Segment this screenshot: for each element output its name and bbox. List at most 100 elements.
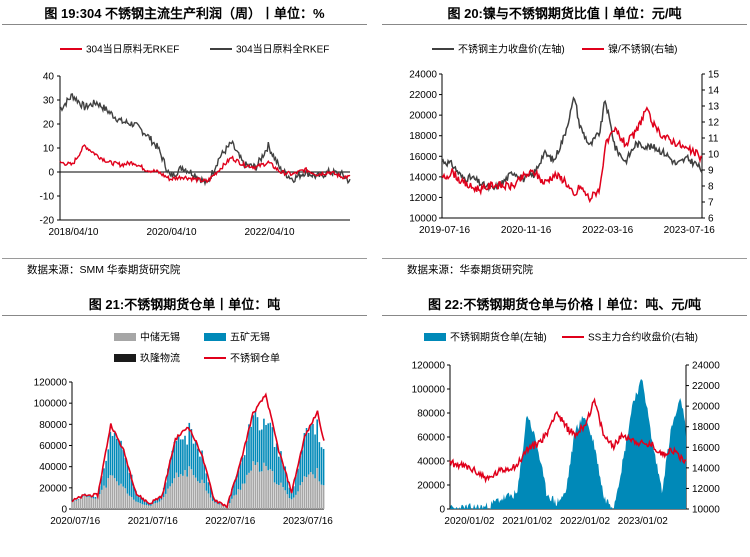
legend-label: 304当日原料无RKEF xyxy=(86,43,179,56)
y-tick-label-left: 80000 xyxy=(417,409,445,420)
bar-zhongchu xyxy=(209,497,212,509)
bar-wukuang xyxy=(265,424,267,467)
bar-zhongchu xyxy=(211,500,214,509)
bar-zhongchu xyxy=(282,487,284,509)
bar-wukuang xyxy=(254,410,257,465)
bar-zhongchu xyxy=(71,501,73,509)
bar-wukuang xyxy=(113,432,116,479)
bar-wukuang xyxy=(301,450,304,482)
bar-zhongchu xyxy=(160,499,163,509)
bar-zhongchu xyxy=(220,504,223,509)
bar-zhongchu xyxy=(162,497,165,509)
bar-zhongchu xyxy=(243,483,246,509)
bar-zhongchu xyxy=(103,485,105,509)
bar-wukuang xyxy=(105,460,107,488)
bar-zhongchu xyxy=(86,497,88,509)
source-note: 数据来源：SMM 华泰期货研究院 xyxy=(27,264,181,276)
bar-wukuang xyxy=(115,438,118,482)
bar-zhongchu xyxy=(310,472,312,509)
bar-wukuang xyxy=(286,479,289,495)
y-tick-label-right: 24000 xyxy=(692,361,720,372)
chart-panel-warrant-price: 图 22:不锈钢期货仓单与价格丨单位：吨、元/吨 0 20000 40000 6000… xyxy=(382,295,747,557)
bar-wukuang xyxy=(278,456,280,486)
bar-zhongchu xyxy=(286,494,289,509)
x-tick-label: 2022/07/16 xyxy=(205,516,255,527)
bar-wukuang xyxy=(150,503,152,506)
series-line-warrants xyxy=(71,392,325,509)
y-tick-label: 10 xyxy=(43,144,55,155)
y-tick-label-left: 120000 xyxy=(412,361,446,372)
bar-wukuang xyxy=(273,447,276,483)
bar-zhongchu xyxy=(75,500,78,509)
x-tick-label: 2023/07/16 xyxy=(283,516,333,527)
bar-zhongchu xyxy=(122,486,124,509)
bar-wukuang xyxy=(199,456,201,483)
chart-panel-profit: 图 19:304 不锈钢主流生产利润（周）丨单位：% -20 -10 0 10 20 30… xyxy=(2,4,367,276)
bar-wukuang xyxy=(111,435,114,476)
x-tick-label: 2022/04/10 xyxy=(245,227,295,238)
bar-wukuang xyxy=(271,427,274,472)
bar-zhongchu xyxy=(182,475,184,509)
bar-zhongchu xyxy=(115,481,118,509)
y-tick-label-left: 12000 xyxy=(409,193,437,204)
y-tick-label-right: 10 xyxy=(708,150,720,161)
y-tick-label-right: 20000 xyxy=(692,402,720,413)
x-tick-label: 2021/07/16 xyxy=(128,516,178,527)
bar-wukuang xyxy=(205,473,208,491)
bar-zhongchu xyxy=(101,489,103,509)
y-tick-label: 120000 xyxy=(34,378,68,389)
bar-wukuang xyxy=(246,440,248,475)
bar-zhongchu xyxy=(265,466,267,509)
legend-label: 304当日原料全RKEF xyxy=(236,43,329,56)
bar-wukuang xyxy=(169,460,171,487)
bar-zhongchu xyxy=(299,485,301,509)
bar-wukuang xyxy=(303,433,306,477)
y-tick-label-right: 12 xyxy=(708,118,720,129)
bar-wukuang xyxy=(243,455,246,484)
bar-zhongchu xyxy=(169,486,171,509)
bar-zhongchu xyxy=(256,462,259,509)
y-tick-label: 40 xyxy=(43,72,55,83)
bar-zhongchu xyxy=(152,503,154,509)
bar-wukuang xyxy=(233,482,235,496)
y-tick-label: 60000 xyxy=(39,441,67,452)
bar-zhongchu xyxy=(278,485,280,509)
bar-zhongchu xyxy=(190,469,193,509)
bar-zhongchu xyxy=(154,503,156,509)
bar-wukuang xyxy=(197,448,199,482)
legend-label: 五矿无锡 xyxy=(230,331,270,344)
bar-zhongchu xyxy=(109,475,112,509)
bar-wukuang xyxy=(207,482,210,494)
bar-zhongchu xyxy=(280,482,282,509)
y-tick-label-left: 0 xyxy=(439,505,445,516)
bar-wukuang xyxy=(137,495,139,503)
bar-zhongchu xyxy=(192,475,195,509)
bar-zhongchu xyxy=(201,479,203,509)
y-tick-label-right: 16000 xyxy=(692,443,720,454)
bar-wukuang xyxy=(122,449,124,487)
bar-wukuang xyxy=(288,487,291,499)
bar-zhongchu xyxy=(120,483,122,509)
series-line-full-rkef xyxy=(59,93,351,187)
bar-zhongchu xyxy=(307,474,310,509)
y-tick-label: -20 xyxy=(40,216,55,227)
bar-zhongchu xyxy=(133,499,135,509)
y-tick-label-right: 11 xyxy=(708,134,719,145)
y-tick-label: -10 xyxy=(40,192,55,203)
y-tick-label-right: 7 xyxy=(708,198,714,209)
y-tick-label-left: 20000 xyxy=(409,111,437,122)
bar-zhongchu xyxy=(205,490,208,509)
y-tick-label-right: 10000 xyxy=(692,505,720,516)
y-tick-label: 20 xyxy=(43,120,55,131)
bar-wukuang xyxy=(158,497,161,502)
x-tick-label: 2019-07-16 xyxy=(419,225,471,236)
source-note: 数据来源：华泰期货研究院 xyxy=(407,264,533,276)
bar-zhongchu xyxy=(246,474,248,509)
bar-zhongchu xyxy=(113,478,116,509)
warrant-stacked-chart: 0 20000 40000 60000 80000 100000 120000 2020/07… xyxy=(34,331,334,528)
bar-wukuang xyxy=(124,457,127,489)
bar-wukuang xyxy=(165,482,167,494)
source-divider xyxy=(2,258,367,260)
bar-zhongchu xyxy=(318,481,321,509)
bar-zhongchu xyxy=(288,498,291,509)
